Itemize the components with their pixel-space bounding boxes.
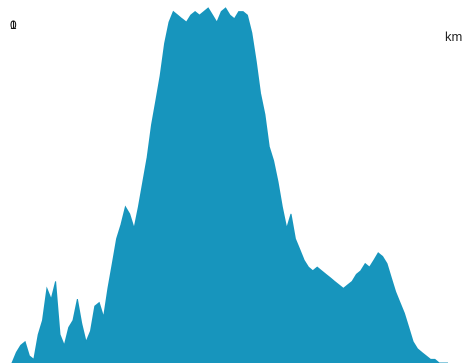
unit-label: km <box>445 29 462 44</box>
y-tick-label-0: 0 <box>10 18 17 32</box>
elevation-area <box>11 7 448 363</box>
y-tick-label-1: 1 <box>10 18 17 32</box>
